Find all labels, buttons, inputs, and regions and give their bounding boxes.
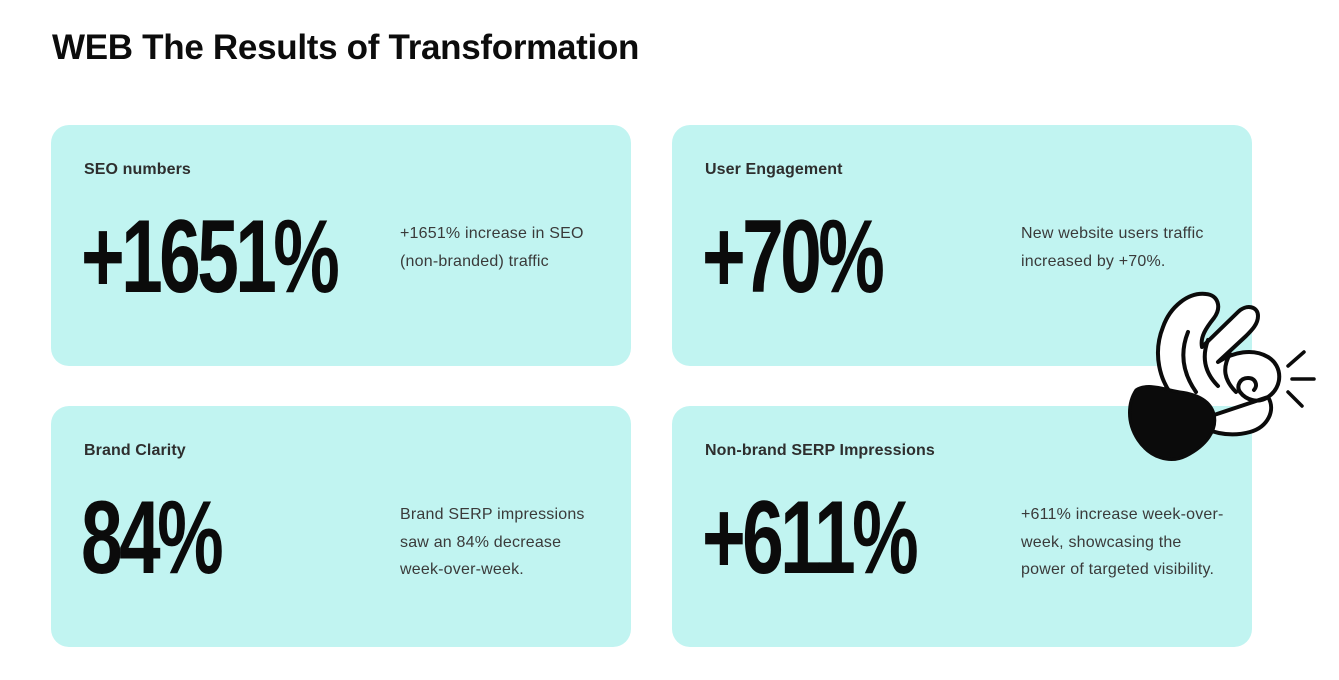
card-description: New website users traffic increased by +… [1021, 225, 1204, 270]
card-metric: +611% [702, 480, 919, 596]
stat-card-seo: SEO numbers +1651% +1651% increase in SE… [51, 125, 631, 366]
card-description: +611% increase week-over-week, showcasin… [1021, 506, 1224, 578]
snapping-hand-icon [1128, 291, 1316, 461]
card-label: User Engagement [705, 161, 843, 178]
card-label: Non-brand SERP Impressions [705, 442, 935, 459]
card-label: SEO numbers [84, 161, 191, 178]
card-metric: +1651% [81, 199, 340, 315]
stat-card-brand-clarity: Brand Clarity 84% Brand SERP impressions… [51, 406, 631, 647]
stat-card-user-engagement: User Engagement +70% New website users t… [672, 125, 1252, 366]
card-label: Brand Clarity [84, 442, 186, 459]
card-metric: +70% [702, 199, 885, 315]
card-description: Brand SERP impressions saw an 84% decrea… [400, 506, 585, 578]
card-metric: 84% [81, 480, 224, 596]
page-title: WEB The Results of Transformation [52, 28, 640, 67]
card-description: +1651% increase in SEO (non-branded) tra… [400, 225, 584, 270]
